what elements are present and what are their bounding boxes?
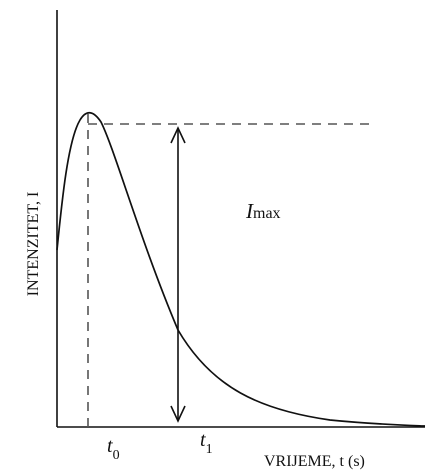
imax-arrow-head-top xyxy=(170,126,186,144)
imax-label: Imax xyxy=(245,199,281,223)
x-axis-label: VRIJEME, t (s) xyxy=(264,453,365,470)
y-axis-label: INTENZITET, I xyxy=(25,192,42,297)
imax-arrow-head-bottom xyxy=(170,405,186,423)
tick-t1-label: t1 xyxy=(200,429,213,457)
tick-t0-label: t0 xyxy=(107,435,120,463)
intensity-curve xyxy=(56,111,426,427)
